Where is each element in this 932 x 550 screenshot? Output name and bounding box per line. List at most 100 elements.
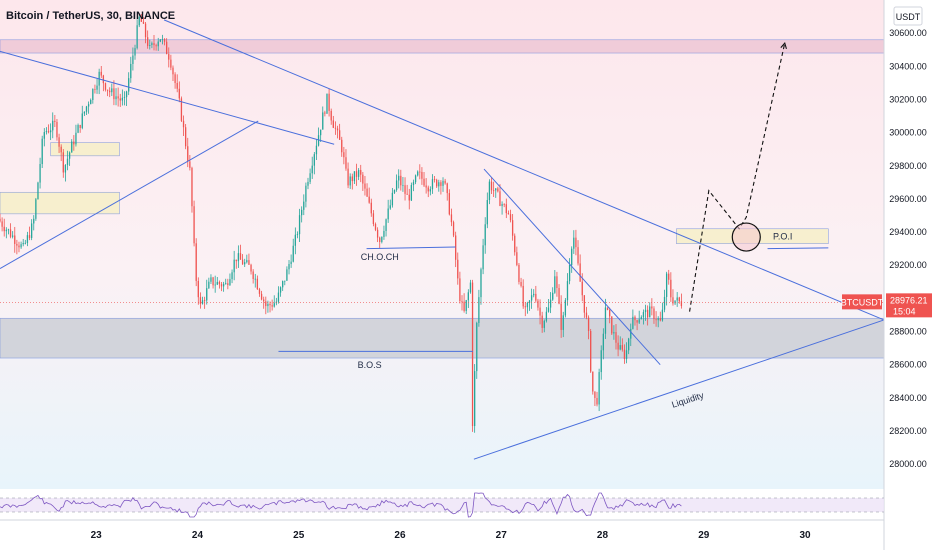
candle — [495, 188, 497, 191]
y-tick-label: 30600.00 — [889, 28, 927, 38]
y-tick-label: 28600.00 — [889, 360, 927, 370]
candle — [273, 303, 275, 307]
candle — [423, 178, 425, 186]
candle — [646, 309, 649, 318]
candle — [478, 297, 480, 323]
candle — [400, 175, 402, 186]
candle — [469, 282, 472, 293]
candle — [674, 300, 676, 304]
candle — [288, 264, 290, 270]
candle — [109, 90, 111, 93]
candle — [444, 180, 446, 184]
candle — [657, 318, 659, 321]
candle — [370, 202, 372, 214]
candle — [368, 196, 370, 203]
candle — [52, 120, 54, 131]
candle — [123, 97, 126, 98]
symbol-tag — [842, 294, 882, 310]
candle — [20, 244, 22, 248]
candle — [653, 308, 655, 320]
candle — [113, 88, 115, 100]
candle — [170, 59, 172, 68]
candle — [184, 127, 187, 147]
candle — [163, 39, 166, 42]
candle — [492, 190, 495, 192]
candle — [408, 194, 410, 201]
candle — [71, 141, 73, 153]
candle — [638, 319, 640, 323]
candle — [362, 174, 364, 184]
candle — [355, 171, 358, 177]
rsi-line — [0, 492, 682, 518]
candle — [433, 179, 436, 180]
candle — [77, 124, 79, 133]
candle — [22, 243, 24, 245]
candle — [104, 83, 107, 90]
candle — [364, 183, 366, 189]
y-tick-label: 28200.00 — [889, 426, 927, 436]
candle — [442, 180, 444, 186]
candle — [282, 281, 284, 288]
candle — [161, 39, 164, 40]
candle — [125, 91, 128, 98]
candle — [294, 234, 296, 246]
candle — [73, 141, 75, 145]
candle — [379, 237, 381, 242]
candle — [372, 213, 375, 224]
candle — [111, 88, 113, 93]
candle — [254, 278, 256, 280]
candle — [562, 315, 564, 330]
annotation-bos: B.O.S — [358, 360, 382, 370]
candle — [556, 276, 558, 289]
candle — [39, 164, 41, 183]
candle — [427, 187, 429, 192]
candle — [661, 309, 664, 321]
x-tick-label: 23 — [91, 530, 103, 541]
candle — [309, 173, 311, 182]
upper-wedge — [483, 168, 661, 366]
candle — [241, 259, 244, 265]
candle — [590, 330, 592, 372]
candle — [56, 121, 58, 138]
candle — [463, 301, 465, 311]
candle — [12, 235, 14, 237]
candle — [604, 307, 607, 334]
candle — [191, 167, 193, 207]
y-tick-label: 29400.00 — [889, 227, 927, 237]
candle — [678, 297, 680, 302]
candle — [246, 260, 248, 263]
candle — [467, 292, 469, 301]
candle — [231, 272, 233, 280]
candle — [256, 278, 259, 290]
candle — [672, 297, 674, 304]
candle — [330, 110, 332, 121]
candle — [625, 350, 628, 360]
candle — [518, 264, 520, 282]
candle — [381, 236, 383, 242]
candle — [663, 296, 666, 310]
candle — [216, 281, 218, 285]
candle — [438, 182, 440, 187]
candle — [670, 279, 672, 298]
candle — [535, 293, 537, 301]
candle — [406, 193, 408, 195]
candle — [128, 78, 130, 92]
candle — [465, 300, 467, 311]
y-tick-label: 28400.00 — [889, 393, 927, 403]
candle — [431, 179, 434, 190]
candle — [628, 338, 630, 351]
x-tick-label: 29 — [698, 530, 710, 541]
candle — [349, 176, 351, 186]
candle — [214, 284, 216, 286]
candle — [594, 391, 596, 398]
candle — [149, 44, 151, 46]
chart-title: Bitcoin / TetherUS, 30, BINANCE — [6, 10, 176, 22]
candle — [33, 218, 35, 224]
candle — [45, 131, 48, 133]
candle — [322, 112, 324, 130]
candle — [579, 263, 581, 282]
candle — [398, 175, 400, 181]
candle — [174, 74, 176, 83]
